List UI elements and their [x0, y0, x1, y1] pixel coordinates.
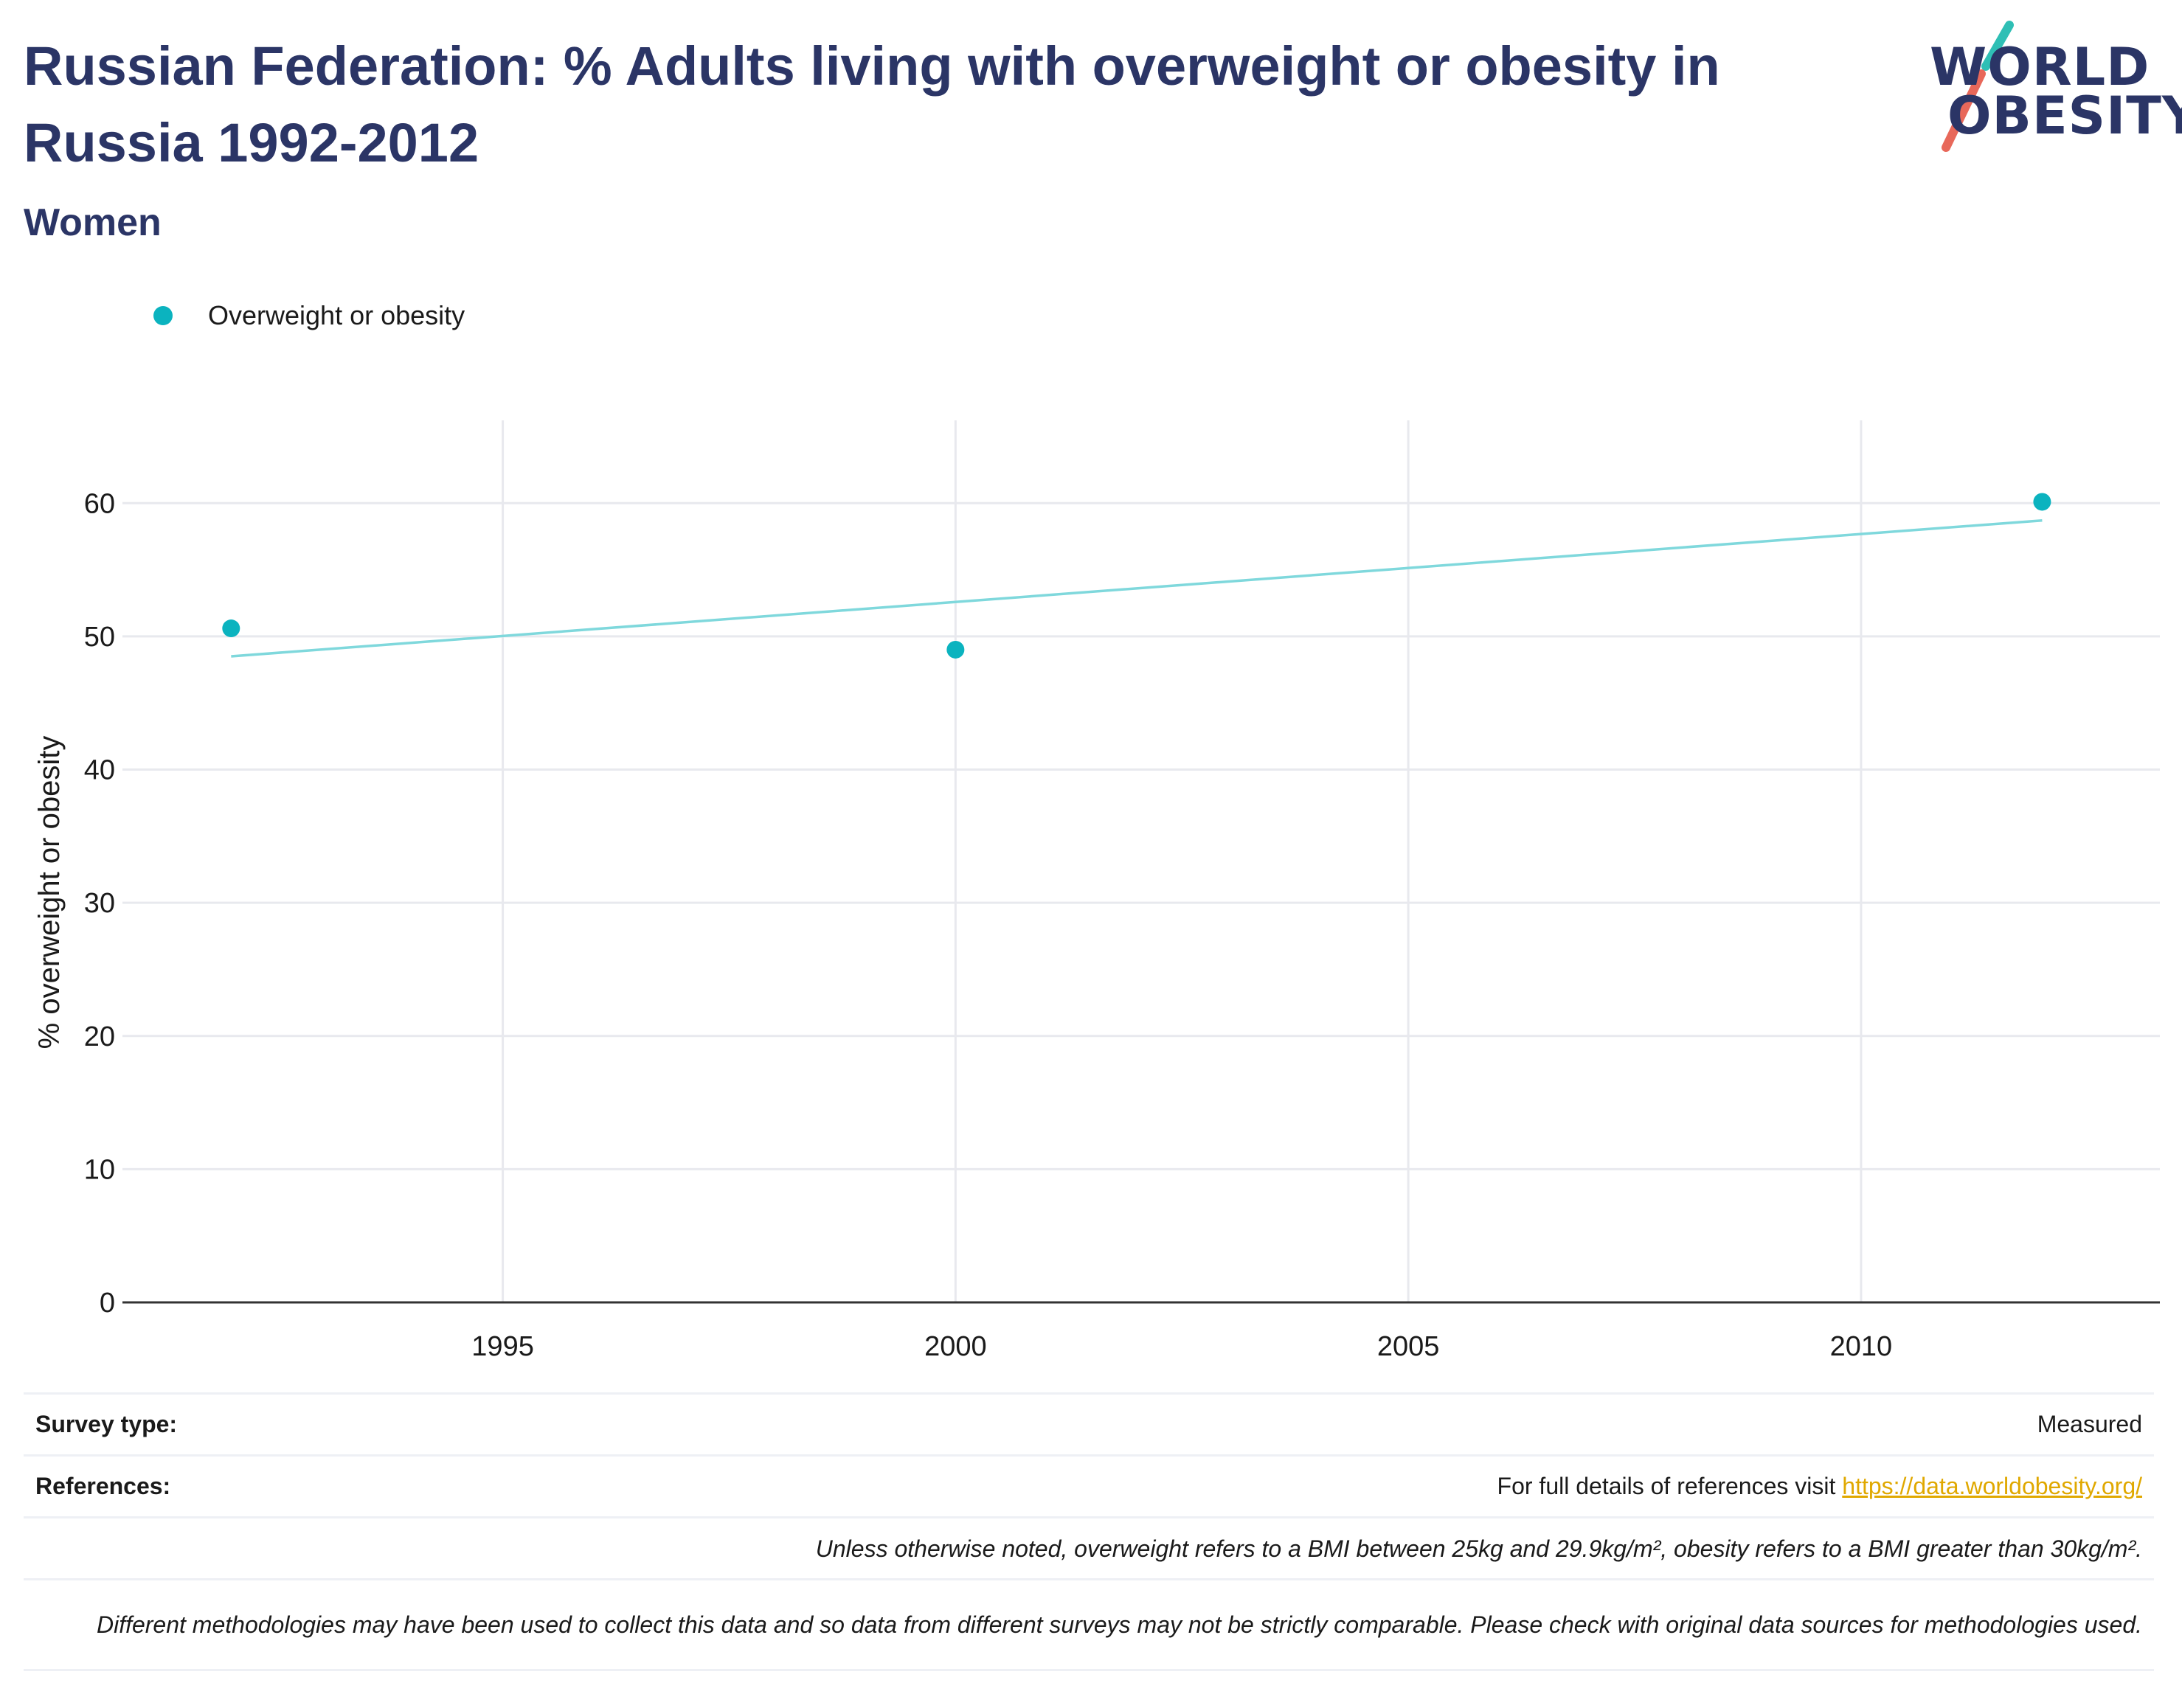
- y-tick-label-30: 30: [84, 888, 115, 919]
- y-tick-label-50: 50: [84, 622, 115, 653]
- chart-title: Russian Federation: % Adults living with…: [24, 35, 1720, 173]
- legend-label: Overweight or obesity: [208, 300, 465, 330]
- trendline: [231, 518, 2043, 658]
- chart-footer: Survey type: Measured References: For fu…: [24, 1392, 2154, 1671]
- bmi-note: Unless otherwise noted, overweight refer…: [815, 1535, 2142, 1562]
- legend: Overweight or obesity: [153, 294, 465, 338]
- y-axis-title: % overweight or obesity: [33, 736, 66, 1049]
- survey-type-value: Measured: [2037, 1411, 2142, 1437]
- y-tick-label-40: 40: [84, 755, 115, 786]
- y-tick-label-0: 0: [100, 1288, 115, 1319]
- tick-labels: 0 10 20 30 40 50 60 1995 2000 2005 2010: [84, 488, 1892, 1362]
- logo-slash-icon: [1942, 21, 2014, 152]
- survey-type-label: Survey type:: [35, 1411, 178, 1437]
- methods-note: Different methodologies may have been us…: [96, 1611, 2142, 1638]
- logo-text-obesity: OBESITY: [1947, 86, 2182, 146]
- y-tick-label-20: 20: [84, 1021, 115, 1052]
- bmi-note-row: Unless otherwise noted, overweight refer…: [24, 1516, 2154, 1578]
- data-point-2012: [2033, 493, 2051, 511]
- references-link[interactable]: https://data.worldobesity.org/: [1842, 1473, 2142, 1499]
- trendline-segment: [231, 518, 2043, 658]
- y-tick-label-60: 60: [84, 488, 115, 519]
- references-text: For full details of references visit: [1497, 1473, 1843, 1499]
- data-point-2000: [946, 640, 965, 659]
- scatter-chart: 0 10 20 30 40 50 60 1995 2000 2005 2010 % overweig…: [33, 420, 2160, 1362]
- y-tick-label-10: 10: [84, 1154, 115, 1185]
- references-value: For full details of references visit htt…: [1497, 1473, 2142, 1500]
- x-tick-label-2010: 2010: [1830, 1331, 1893, 1362]
- references-row: References: For full details of referenc…: [24, 1454, 2154, 1516]
- world-obesity-logo: WORLD OBESITY: [1918, 21, 2182, 161]
- legend-marker-dot-icon: [153, 306, 173, 325]
- survey-type-row: Survey type: Measured: [24, 1392, 2154, 1454]
- references-label: References:: [35, 1473, 171, 1499]
- x-tick-label-1995: 1995: [471, 1331, 534, 1362]
- data-point-1992: [222, 619, 240, 638]
- chart-subtitle: Women: [24, 201, 162, 244]
- x-tick-label-2000: 2000: [924, 1331, 987, 1362]
- methods-note-row: Different methodologies may have been us…: [24, 1578, 2154, 1671]
- grid-lines: [122, 420, 2160, 1302]
- x-tick-label-2005: 2005: [1377, 1331, 1440, 1362]
- data-points: [222, 493, 2051, 659]
- logo-text-world: WORLD: [1930, 37, 2150, 97]
